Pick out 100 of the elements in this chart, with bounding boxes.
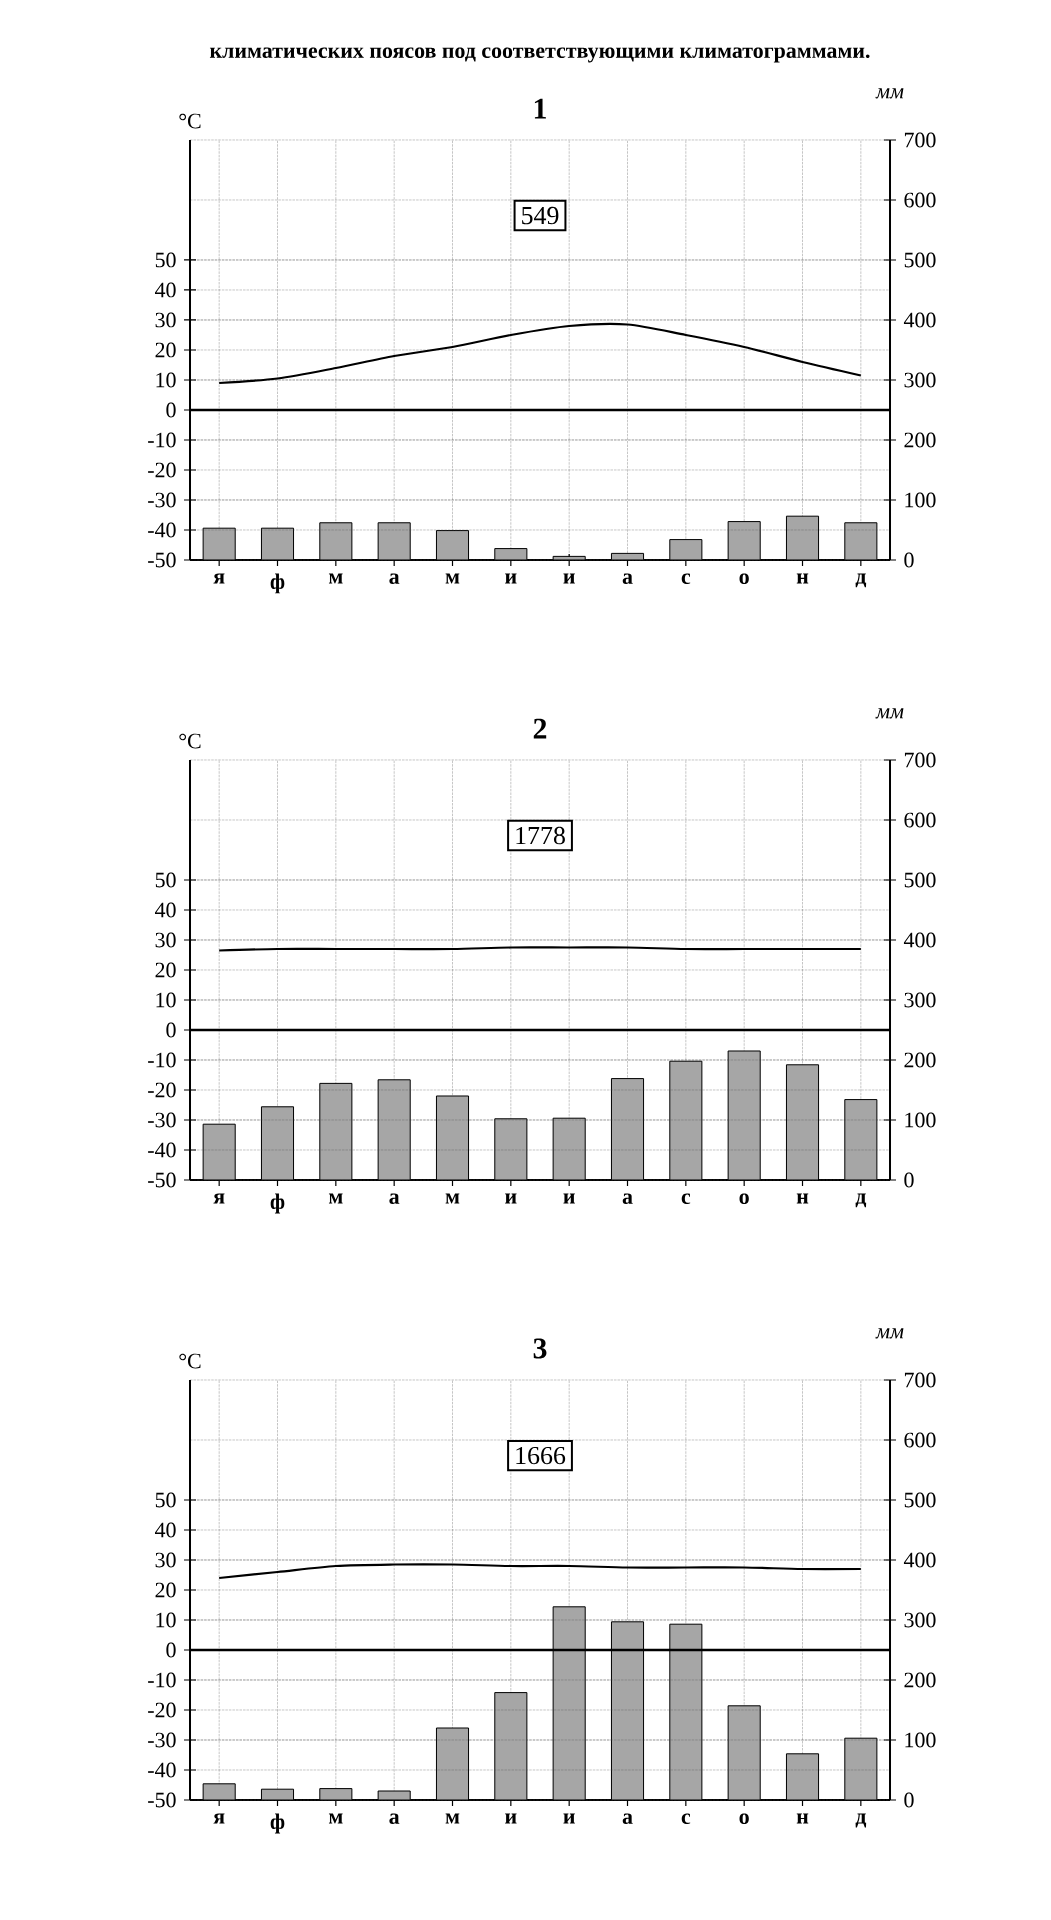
y2-tick-label: 600 bbox=[904, 192, 936, 208]
chart-title: 3 bbox=[533, 1338, 547, 1359]
y2-tick-label: 300 bbox=[904, 992, 936, 1008]
y-tick-label: 0 bbox=[166, 1642, 176, 1658]
annotation: 549 bbox=[522, 206, 559, 225]
y-tick-label: 30 bbox=[155, 312, 176, 328]
y-tick-label: -20 bbox=[148, 462, 176, 478]
x-tick-label: я bbox=[213, 1193, 225, 1204]
y-tick-label: -30 bbox=[148, 1112, 176, 1128]
y2-tick-label: 400 bbox=[903, 932, 936, 948]
y-axis-title: °C bbox=[179, 733, 201, 749]
x-tick-label: н bbox=[796, 1193, 809, 1204]
x-tick-label: ф bbox=[270, 1193, 285, 1214]
y-tick-label: -40 bbox=[148, 1762, 176, 1778]
y-tick-label: 10 bbox=[156, 372, 176, 388]
x-tick-label: м bbox=[328, 1193, 343, 1204]
y-tick-label: 50 bbox=[155, 252, 176, 268]
x-tick-label: м bbox=[445, 573, 460, 584]
x-tick-label: ф bbox=[270, 1813, 285, 1834]
y-tick-label: 50 bbox=[155, 872, 176, 888]
annotation: 1666 bbox=[516, 1446, 566, 1465]
y2-tick-label: 100 bbox=[905, 492, 936, 508]
y-axis-title: °C bbox=[179, 1353, 201, 1369]
y2-tick-label: 200 bbox=[904, 1672, 936, 1688]
x-tick-label: и bbox=[505, 1813, 517, 1824]
y2-tick-label: 300 bbox=[904, 1612, 936, 1628]
y-tick-label: -10 bbox=[148, 432, 176, 448]
y-tick-label: -40 bbox=[148, 1142, 176, 1158]
x-tick-label: и bbox=[505, 573, 517, 584]
y-tick-label: -50 bbox=[148, 1792, 176, 1808]
x-tick-label: м bbox=[328, 573, 343, 584]
y2-tick-label: 100 bbox=[905, 1112, 936, 1128]
y2-axis-title: мм bbox=[875, 1328, 904, 1339]
y-tick-label: -30 bbox=[148, 1732, 176, 1748]
chart-title: 1 bbox=[534, 98, 546, 119]
y-tick-label: -20 bbox=[148, 1702, 176, 1718]
y-tick-label: 10 bbox=[156, 992, 176, 1008]
y2-tick-label: 0 bbox=[904, 552, 914, 568]
y-tick-label: 40 bbox=[155, 282, 176, 298]
y-tick-label: -50 bbox=[148, 1172, 176, 1188]
y2-tick-label: 0 bbox=[904, 1172, 914, 1188]
y-tick-label: 10 bbox=[156, 1612, 176, 1628]
y-tick-label: 30 bbox=[155, 1552, 176, 1568]
y-tick-label: -30 bbox=[148, 492, 176, 508]
x-tick-label: я bbox=[213, 573, 225, 584]
x-tick-label: и bbox=[563, 1193, 575, 1204]
x-tick-label: и bbox=[505, 1193, 517, 1204]
y-axis-title: °C bbox=[179, 113, 201, 129]
x-tick-label: а bbox=[389, 1193, 400, 1204]
x-tick-label: о bbox=[739, 1813, 749, 1825]
y2-tick-label: 200 bbox=[904, 1052, 936, 1068]
y-tick-label: -40 bbox=[148, 522, 176, 538]
y2-tick-label: 0 bbox=[904, 1792, 914, 1808]
y2-tick-label: 100 bbox=[905, 1732, 936, 1748]
x-tick-label: а bbox=[389, 573, 400, 584]
y2-tick-label: 300 bbox=[904, 372, 936, 388]
y2-axis-title: мм bbox=[875, 88, 904, 99]
y-tick-label: -20 bbox=[148, 1082, 176, 1098]
y2-tick-label: 700 bbox=[904, 1372, 936, 1388]
x-tick-label: м bbox=[445, 1193, 460, 1204]
chart-title: 2 bbox=[533, 718, 547, 739]
y2-tick-label: 400 bbox=[903, 1552, 936, 1568]
y2-tick-label: 500 bbox=[904, 872, 936, 888]
x-tick-label: а bbox=[622, 1813, 633, 1825]
x-tick-label: и bbox=[563, 1813, 575, 1824]
y-tick-label: 0 bbox=[166, 1022, 176, 1038]
x-tick-label: а bbox=[389, 1813, 400, 1825]
x-tick-label: я bbox=[213, 1813, 225, 1824]
x-tick-label: о bbox=[739, 1193, 749, 1205]
y2-tick-label: 600 bbox=[904, 812, 936, 828]
y2-tick-label: 500 bbox=[904, 252, 936, 268]
x-tick-label: и bbox=[563, 573, 575, 584]
y2-tick-label: 500 bbox=[904, 1492, 936, 1508]
x-tick-label: о bbox=[739, 573, 749, 585]
y2-axis-title: мм bbox=[875, 708, 904, 719]
x-tick-label: а bbox=[622, 573, 633, 584]
y-tick-label: 20 bbox=[155, 1582, 176, 1598]
annotation: 1778 bbox=[516, 826, 565, 845]
text: климатических поясов под соответствующими климатограммами. bbox=[209, 47, 870, 63]
y2-tick-label: 400 bbox=[903, 312, 936, 328]
y-tick-label: 20 bbox=[155, 962, 176, 978]
y-tick-label: -10 bbox=[148, 1672, 176, 1688]
y2-tick-label: 700 bbox=[904, 752, 936, 768]
x-tick-label: с bbox=[681, 1193, 691, 1205]
y-tick-label: 50 bbox=[155, 1492, 176, 1508]
x-tick-label: с bbox=[681, 1813, 691, 1825]
y-tick-label: 30 bbox=[155, 932, 176, 948]
x-tick-label: ф bbox=[270, 573, 285, 594]
y2-tick-label: 200 bbox=[904, 432, 936, 448]
x-tick-label: с bbox=[681, 573, 691, 585]
y-tick-label: 40 bbox=[155, 902, 176, 918]
x-tick-label: д bbox=[855, 1193, 867, 1208]
y-tick-label: -10 bbox=[148, 1052, 176, 1068]
y-tick-label: 0 bbox=[166, 402, 176, 418]
x-tick-label: д bbox=[855, 1813, 867, 1828]
x-tick-label: н bbox=[796, 1813, 809, 1824]
x-tick-label: м bbox=[445, 1813, 460, 1824]
x-tick-label: д bbox=[855, 573, 867, 588]
x-tick-label: а bbox=[622, 1193, 633, 1204]
x-tick-label: м bbox=[328, 1813, 343, 1824]
